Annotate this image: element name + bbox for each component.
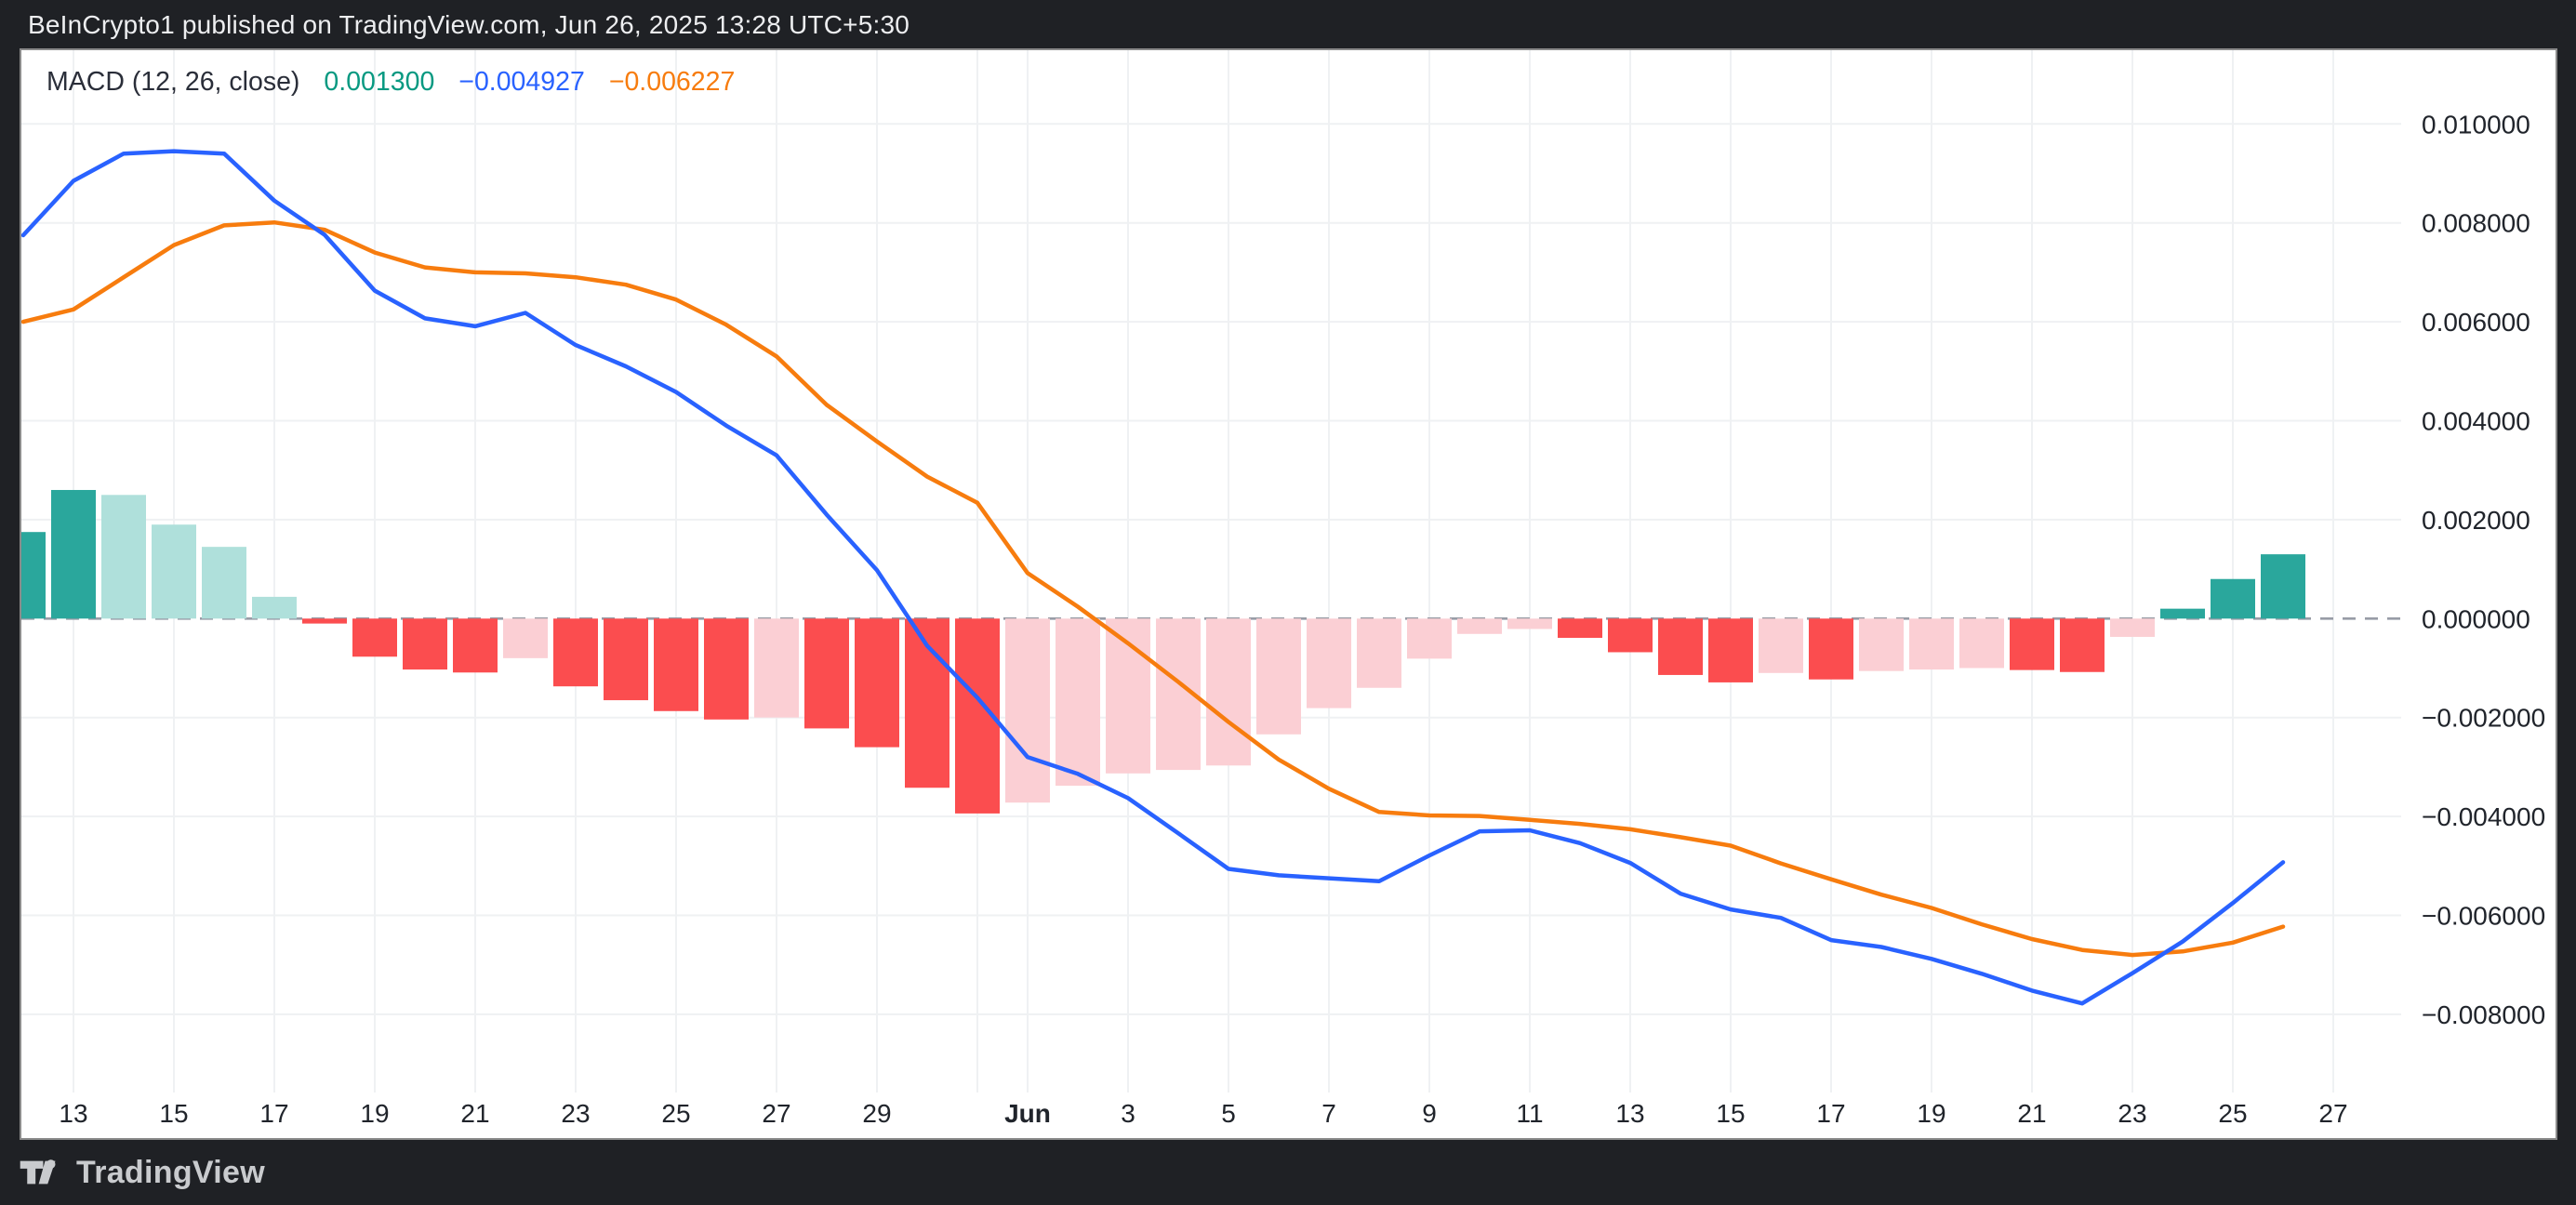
price-scale-label: −0.004000 xyxy=(2422,802,2545,831)
time-scale-label: 25 xyxy=(2218,1099,2247,1128)
histogram-bar xyxy=(1558,618,1602,639)
histogram-bar xyxy=(2261,554,2305,619)
histogram-bar xyxy=(1759,618,1803,673)
histogram-bar xyxy=(1206,618,1251,766)
time-scale-label: 21 xyxy=(2017,1099,2046,1128)
histogram-bar xyxy=(1608,618,1653,653)
histogram-bar xyxy=(804,618,849,729)
histogram-bar xyxy=(704,618,749,720)
attribution-text: BeInCrypto1 published on TradingView.com… xyxy=(28,10,910,39)
histogram-bar xyxy=(352,618,397,657)
time-scale-label: 29 xyxy=(862,1099,891,1128)
tradingview-logo-icon xyxy=(20,1159,56,1185)
histogram-bar xyxy=(754,618,799,718)
time-scale-label: 19 xyxy=(1917,1099,1945,1128)
histogram-bar xyxy=(1959,618,2004,669)
time-scale-label: 27 xyxy=(2318,1099,2347,1128)
tradingview-brand: TradingView xyxy=(0,1155,265,1191)
time-scale-label: 3 xyxy=(1121,1099,1135,1128)
time-scale-label: 13 xyxy=(59,1099,87,1128)
time-scale-label: 27 xyxy=(762,1099,790,1128)
histogram-bar xyxy=(855,618,899,748)
time-scale[interactable]: 13 15 17 19 21 23 25 27 29 Jun 3 5 7 9 11 13 15 17 19 21 23 2… xyxy=(59,1099,2347,1128)
histogram-bar xyxy=(553,618,598,687)
time-scale-label: 5 xyxy=(1221,1099,1236,1128)
histogram-bar xyxy=(252,596,297,619)
signal-line xyxy=(21,219,2286,958)
histogram-bar xyxy=(202,547,246,619)
histogram-bar xyxy=(1357,618,1401,688)
histogram-bar xyxy=(403,618,447,670)
footer-bar: TradingView xyxy=(0,1140,2576,1205)
time-scale-label: Jun xyxy=(1004,1099,1051,1128)
histogram-bar xyxy=(2010,618,2054,670)
histogram-bar xyxy=(453,618,498,673)
macd-value: −0.004927 xyxy=(458,67,585,97)
histogram-bar xyxy=(2110,618,2155,637)
histogram-bar xyxy=(1256,618,1301,735)
histogram-bar xyxy=(51,489,96,619)
histogram-bar xyxy=(1909,618,1954,670)
macd-histogram xyxy=(21,489,2305,814)
tradingview-brand-text: TradingView xyxy=(76,1154,265,1190)
histogram-bar xyxy=(1457,618,1502,634)
chart-panel: MACD (12, 26, close) 0.001300 −0.004927 … xyxy=(20,48,2557,1140)
histogram-bar xyxy=(1859,618,1904,671)
indicator-title: MACD (12, 26, close) xyxy=(46,67,300,97)
time-scale-label: 25 xyxy=(661,1099,690,1128)
time-scale-label: 9 xyxy=(1422,1099,1437,1128)
histogram-bar xyxy=(101,495,146,619)
horizontal-gridlines xyxy=(21,123,2401,1015)
histogram-bar xyxy=(1658,618,1703,675)
price-scale-label: 0.010000 xyxy=(2422,110,2530,139)
price-scale-label: 0.006000 xyxy=(2422,308,2530,337)
signal-value: −0.006227 xyxy=(608,67,736,97)
histogram-bar xyxy=(1307,618,1351,708)
histogram-bar xyxy=(2060,618,2105,672)
time-scale-label: 17 xyxy=(259,1099,288,1128)
price-scale[interactable]: 0.010000 0.008000 0.006000 0.004000 0.002000… xyxy=(2422,110,2545,1029)
histogram-bar xyxy=(2211,578,2255,619)
indicator-legend: MACD (12, 26, close) 0.001300 −0.004927 … xyxy=(46,67,735,98)
histogram-bar xyxy=(1056,618,1100,787)
histogram-bar xyxy=(503,618,548,658)
histogram-bar xyxy=(1407,618,1452,659)
price-scale-label: −0.006000 xyxy=(2422,902,2545,931)
time-scale-label: 7 xyxy=(1321,1099,1336,1128)
time-scale-label: 15 xyxy=(159,1099,188,1128)
price-scale-label: 0.004000 xyxy=(2422,407,2530,436)
time-scale-label: 13 xyxy=(1615,1099,1644,1128)
time-scale-label: 15 xyxy=(1716,1099,1745,1128)
histogram-bar xyxy=(1708,618,1753,682)
histogram-value: 0.001300 xyxy=(324,67,435,97)
histogram-bar xyxy=(152,524,196,619)
time-scale-label: 23 xyxy=(561,1099,590,1128)
time-scale-label: 23 xyxy=(2118,1099,2146,1128)
time-scale-label: 11 xyxy=(1516,1099,1543,1128)
histogram-bar xyxy=(1005,618,1050,803)
price-scale-label: 0.002000 xyxy=(2422,506,2530,535)
macd-chart-plot[interactable]: 0.010000 0.008000 0.006000 0.004000 0.002000… xyxy=(21,50,2556,1138)
time-scale-label: 19 xyxy=(360,1099,389,1128)
time-scale-label: 17 xyxy=(1816,1099,1845,1128)
histogram-bar xyxy=(21,532,46,619)
price-scale-label: −0.002000 xyxy=(2422,704,2545,733)
histogram-bar xyxy=(302,618,347,624)
time-scale-label: 21 xyxy=(460,1099,489,1128)
histogram-bar xyxy=(654,618,698,711)
histogram-bar xyxy=(604,618,648,701)
attribution-bar: BeInCrypto1 published on TradingView.com… xyxy=(0,0,2576,50)
histogram-bar xyxy=(2160,608,2205,619)
vertical-gridlines xyxy=(73,50,2334,1092)
histogram-bar xyxy=(1809,618,1853,680)
price-scale-label: 0.000000 xyxy=(2422,604,2530,633)
price-scale-label: −0.008000 xyxy=(2422,1000,2545,1029)
macd-line xyxy=(21,149,2286,1006)
price-scale-label: 0.008000 xyxy=(2422,209,2530,238)
histogram-bar xyxy=(1507,618,1552,629)
